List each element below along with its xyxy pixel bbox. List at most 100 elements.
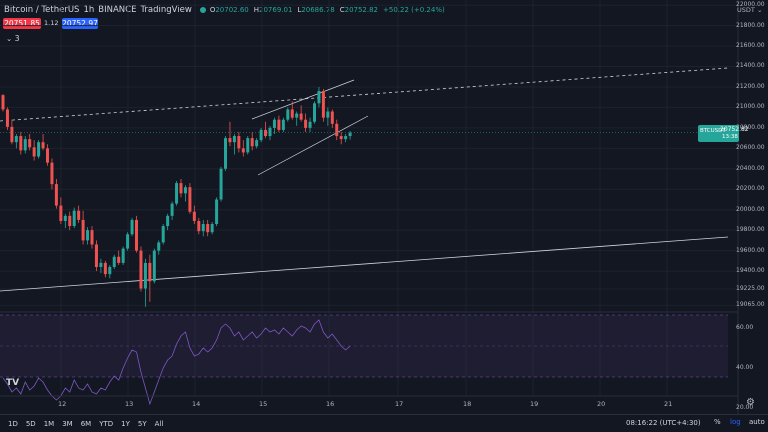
candle-body (28, 139, 32, 148)
candle-body (112, 256, 116, 267)
currency-selector[interactable]: USDT ⌄ (737, 6, 763, 14)
candle-body (68, 215, 72, 227)
candle-body (130, 219, 134, 235)
buy-button[interactable]: 20752.97 (62, 18, 98, 29)
candle-body (108, 266, 112, 275)
range-button-5y[interactable]: 5Y (137, 419, 147, 428)
candle (224, 136, 227, 171)
ohlc-close: C20752.82 (339, 6, 379, 14)
time-axis-label: 15 (259, 400, 268, 408)
candle-body (228, 138, 232, 143)
auto-scale-button[interactable]: auto (749, 418, 765, 426)
candle (348, 131, 352, 140)
candle (41, 134, 45, 151)
price-axis-label: 19225.00 (736, 284, 765, 292)
candle-body (157, 242, 161, 251)
time-axis-label: 20 (597, 400, 606, 408)
price-axis-label: 20600.00 (736, 144, 765, 152)
candle (112, 254, 116, 270)
candle (99, 258, 103, 274)
candle (321, 88, 325, 122)
candle-body (175, 183, 179, 204)
candle (268, 125, 272, 141)
candle-body (326, 111, 330, 118)
candle-body (103, 262, 107, 275)
candle (143, 258, 147, 307)
candle (201, 219, 205, 237)
candle-body (224, 138, 227, 169)
candle-body (295, 113, 299, 118)
ohlc-open: O20702.60 (209, 6, 249, 14)
bar-countdown: 13:38 (722, 134, 738, 140)
candle-body (237, 136, 241, 149)
candle (210, 221, 214, 235)
candle (161, 224, 165, 245)
spread-value: 1.12 (44, 19, 59, 27)
market-status-dot-icon (199, 7, 206, 13)
price-change: +50.22 (+0.24%) (383, 6, 445, 14)
candle (250, 131, 254, 151)
channel-lower-line (257, 115, 369, 176)
log-scale-button[interactable]: log (730, 418, 741, 426)
indicators-toggle[interactable]: ⌄ 3 (6, 34, 19, 43)
candle (290, 101, 294, 120)
candle (94, 240, 98, 272)
range-button-1m[interactable]: 1M (43, 419, 55, 428)
range-button-6m[interactable]: 6M (80, 419, 92, 428)
candle-body (86, 230, 90, 241)
candle (264, 121, 268, 139)
clock[interactable]: 08:16:22 (UTC+4:30) (626, 419, 701, 427)
rsi-axis-label: 40.00 (736, 364, 754, 371)
candle (272, 117, 276, 135)
range-button-all[interactable]: All (154, 419, 164, 428)
interval-label[interactable]: 1h (83, 5, 95, 15)
candle (166, 213, 170, 231)
candle (192, 205, 196, 225)
candle (179, 179, 183, 198)
candle (188, 183, 192, 214)
symbol-title[interactable]: Bitcoin / TetherUS (4, 5, 80, 15)
candle-body (90, 230, 94, 245)
range-button-ytd[interactable]: YTD (99, 419, 114, 428)
candle (228, 121, 232, 147)
candle-body (37, 142, 41, 157)
candle-body (148, 262, 152, 282)
candle (148, 254, 152, 302)
support-trendline (0, 236, 729, 292)
sell-button[interactable]: 20751.85 (3, 18, 41, 29)
candle (5, 107, 9, 130)
candle-body (317, 91, 321, 104)
range-button-1d[interactable]: 1D (8, 419, 18, 428)
candle (299, 105, 303, 122)
candle-body (19, 136, 23, 151)
candle-body (246, 138, 250, 153)
range-button-1y[interactable]: 1Y (121, 419, 130, 428)
candle-body (330, 111, 334, 124)
range-button-3m[interactable]: 3M (62, 419, 73, 428)
time-axis-label: 19 (530, 400, 539, 408)
candle-body (264, 129, 268, 137)
tradingview-logo[interactable]: TV (6, 378, 20, 388)
candle (281, 117, 285, 132)
rsi-axis-label: 60.00 (736, 324, 754, 331)
candle (77, 205, 81, 224)
candle (295, 111, 299, 126)
time-axis-label: 16 (326, 400, 335, 408)
range-button-5d[interactable]: 5D (25, 419, 36, 428)
price-axis-label: 21600.00 (736, 42, 765, 50)
candle-body (268, 127, 272, 137)
candle-body (126, 234, 130, 249)
candle-body (14, 136, 18, 143)
candle-body (99, 262, 103, 267)
gear-icon[interactable]: ⚙ (746, 397, 755, 408)
candle-body (259, 129, 263, 141)
candle (215, 197, 219, 227)
candle (108, 264, 112, 279)
percent-scale-button[interactable]: % (714, 418, 721, 426)
candle-body (335, 123, 339, 137)
candle (219, 166, 223, 202)
candle (14, 134, 18, 149)
price-axis-label: 20400.00 (736, 164, 765, 172)
price-axis-label: 20200.00 (736, 185, 765, 193)
